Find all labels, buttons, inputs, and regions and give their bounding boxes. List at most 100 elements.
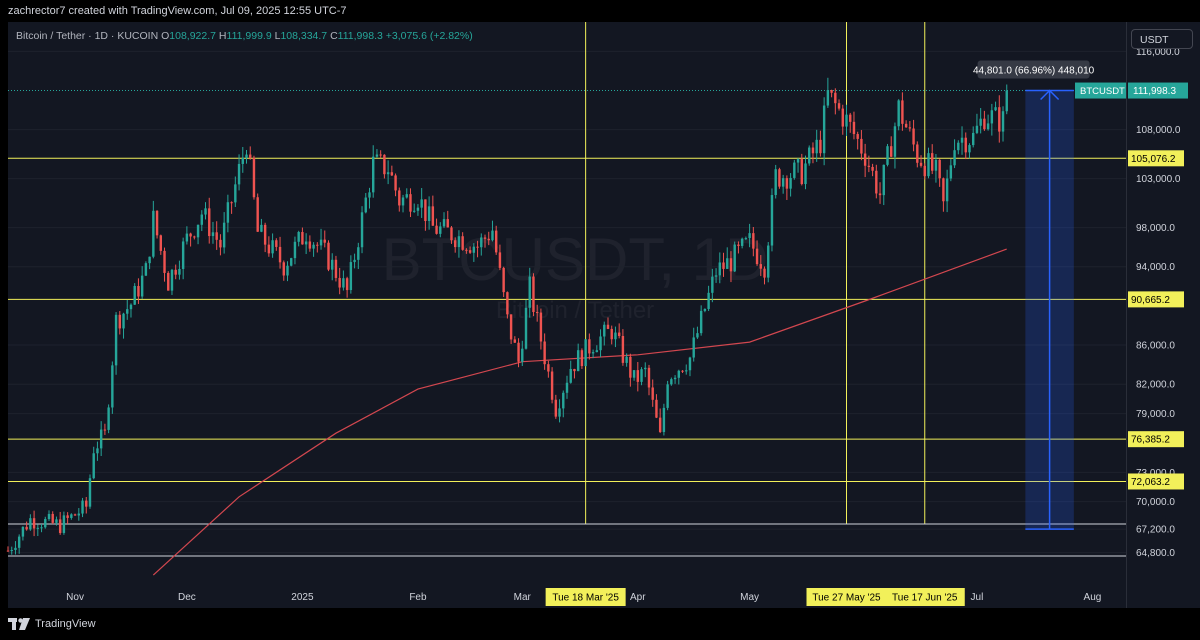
candle-body [442,219,446,227]
candle-body [901,100,904,124]
candle-body [781,178,785,187]
candle-body [222,222,226,248]
candle-body [875,170,878,194]
candle-body [334,259,338,278]
candle-body [278,246,282,263]
x-tick-label: Jul [971,592,984,603]
candle-body [748,233,751,239]
candle-body [331,259,334,270]
candle-body [931,153,934,171]
candle-body [386,172,390,175]
candle-body [494,230,498,253]
candle-body [293,241,297,259]
candle-body [953,150,956,166]
candle-body [435,225,438,234]
candle-body [621,336,625,363]
candle-body [774,169,777,196]
candle-body [263,224,267,245]
y-tick-label: 98,000.0 [1136,223,1175,234]
candle-body [882,164,885,196]
candle-body [51,513,54,523]
candle-body [886,146,889,165]
candle-body [260,224,263,232]
candle-body [390,172,394,176]
change-value: +3,075.6 (+2.82%) [385,30,473,42]
candle-body [983,118,986,130]
candle-body [744,238,748,240]
candles [6,77,1008,555]
y-tick-label: 108,000.0 [1136,125,1181,136]
candle-body [368,192,371,198]
currency-button[interactable]: USDT [1131,29,1193,49]
candle-body [699,310,703,334]
candle-body [275,240,278,247]
candle-body [1005,90,1008,112]
low-value: 108,334.7 [280,30,328,42]
tradingview-logo[interactable]: TradingView [8,618,96,630]
candle-body [189,233,192,237]
candle-body [271,240,274,254]
candle-body [398,190,401,206]
candle-body [174,269,177,275]
candle-body [968,145,971,153]
candle-body [234,184,237,203]
candle-body [256,197,259,232]
open-value: 108,922.7 [169,30,216,42]
candle-body [316,244,319,246]
candle-body [938,159,941,179]
candle-body [971,132,975,146]
candle-body [651,387,654,400]
candle-body [614,332,617,340]
candle-body [111,365,114,408]
y-tick-label: 79,000.0 [1136,409,1175,420]
y-tick-label: 64,800.0 [1136,548,1175,559]
bottom-bar [0,608,1200,640]
candle-body [450,227,453,241]
candle-body [841,108,844,127]
candle-body [58,519,62,533]
candle-body [573,368,576,372]
candle-body [692,337,695,358]
candle-body [655,399,658,418]
candle-body [1001,111,1005,132]
candle-body [461,236,464,250]
candle-body [193,236,196,238]
candle-body [6,550,10,552]
chart-pane[interactable] [8,22,1126,608]
low-label: L [274,30,281,42]
candle-body [297,232,300,242]
candle-body [770,195,774,246]
candle-body [196,224,200,238]
marker-date-badge [545,588,626,606]
candle-body [114,314,118,366]
candle-body [148,256,151,264]
level-price-badge [1128,431,1184,448]
candle-body [137,285,140,297]
candle-body [554,399,558,417]
candle-body [521,348,524,362]
x-tick-label: Feb [409,592,427,603]
candle-body [14,547,17,551]
candle-body [66,515,69,518]
candle-body [47,513,51,520]
candle-body [338,277,341,288]
price-axis[interactable] [1126,22,1200,608]
level-price-badge [1128,473,1184,490]
high-value: 111,999.9 [226,30,272,42]
candle-body [453,240,457,248]
candle-body [711,276,714,293]
candle-body [852,121,856,135]
candle-body [707,292,710,309]
symbol-name: Bitcoin / Tether · 1D · KUCOIN [16,30,159,42]
level-price-label: 76,385.2 [1131,435,1170,446]
candle-body [230,202,233,204]
candle-body [599,336,602,351]
candle-body [893,126,897,157]
level-price-badge [1128,291,1184,308]
candle-body [85,500,88,507]
candle-body [208,208,211,237]
candle-body [986,123,990,130]
candle-body [617,332,621,337]
candle-body [550,371,554,400]
candle-body [580,350,584,367]
